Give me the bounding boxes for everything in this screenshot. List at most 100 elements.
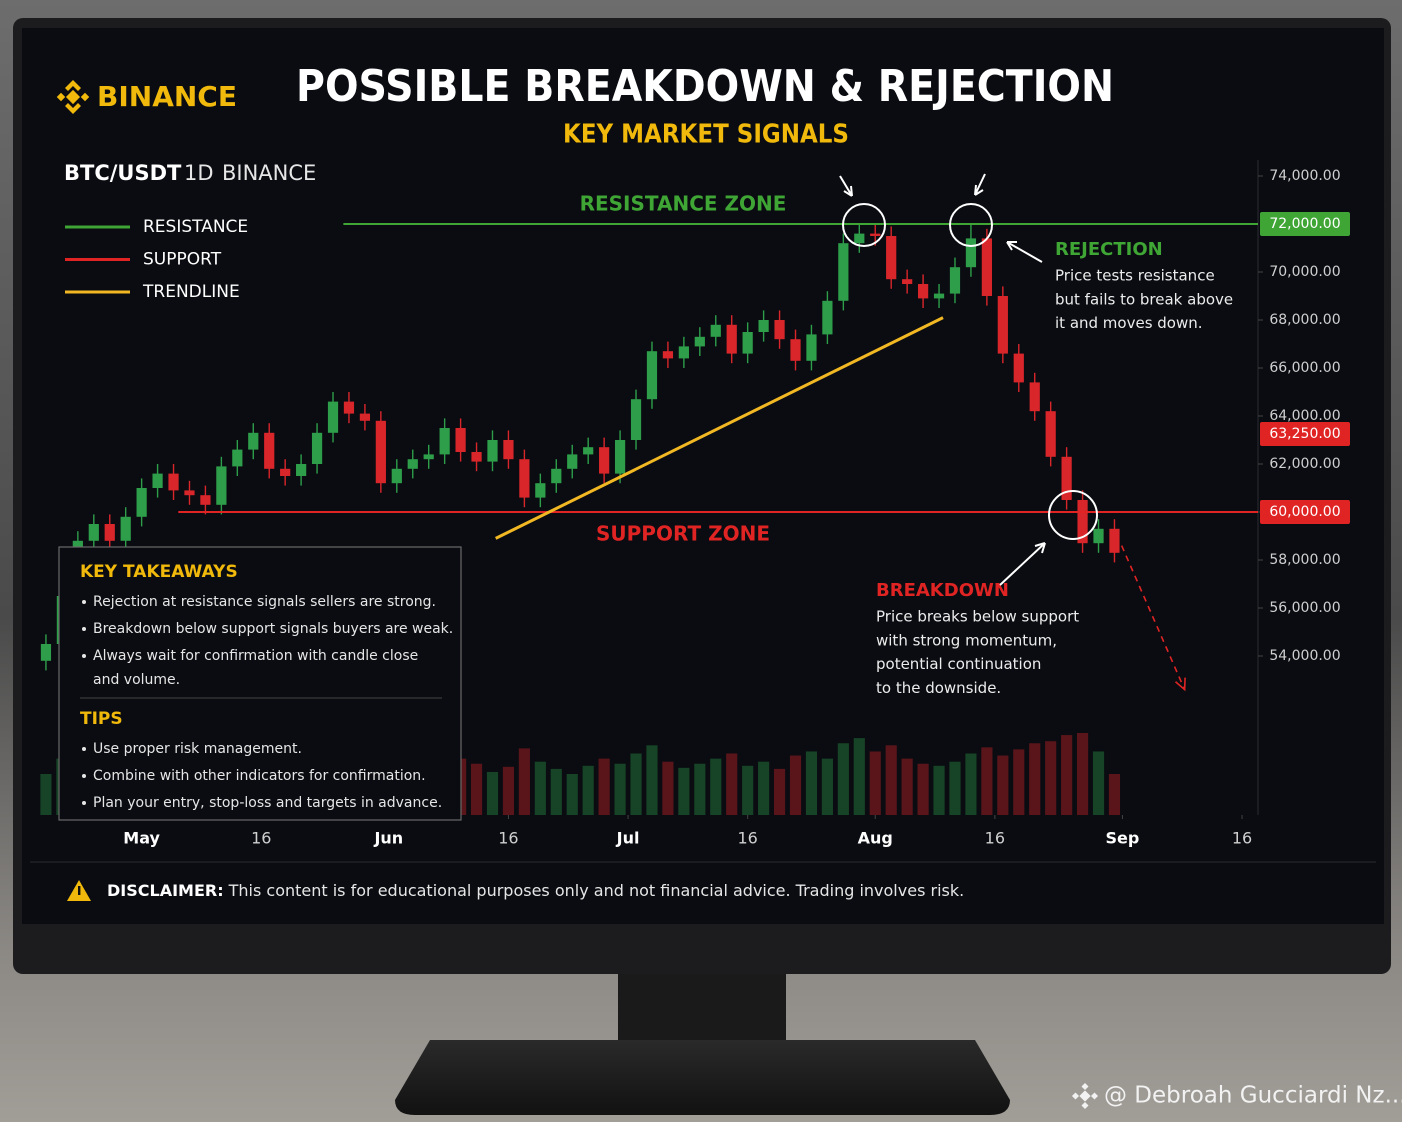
volume-bar [853,738,865,815]
disclaimer-bar: DISCLAIMER: This content is for education… [67,880,964,901]
candle-body [391,468,402,484]
volume-bar [933,765,945,815]
legend-label: RESISTANCE [143,217,248,237]
annotation-text: potential continuation [876,655,1041,673]
zone-label: RESISTANCE ZONE [580,192,787,216]
volume-bar [821,758,833,815]
rejection-circle [842,203,886,247]
y-tick-label: 66,000.00 [1269,360,1340,376]
x-tick-label: 16 [251,829,271,848]
volume-bar [614,763,626,815]
volume-bar [550,768,562,815]
volume-bar [646,745,658,815]
volume-bar [965,753,977,815]
brand-name: BINANCE [97,80,237,113]
candle-body [200,495,211,505]
y-tick-label: 56,000.00 [1269,600,1340,616]
volume-bar [518,748,530,815]
price-tag [1260,422,1350,446]
candle-body [264,432,275,469]
legend-label: TRENDLINE [142,282,240,302]
exchange: BINANCE [222,161,316,185]
candle-body [630,399,642,440]
candle-body [758,320,769,332]
panel-item: Combine with other indicators for confir… [93,768,426,784]
disclaimer-label: DISCLAIMER: [107,881,224,900]
volume-bar [1029,743,1041,815]
candle-body [854,233,865,244]
volume-bar [805,751,818,815]
candle-body [104,524,115,541]
volume-bar [710,758,722,815]
candle-body [646,351,658,400]
candle-body [1045,411,1056,457]
volume-bar [582,765,594,815]
arrow [974,173,986,196]
panel-item: Always wait for confirmation with candle… [93,648,418,664]
candle-body [933,293,945,299]
disclaimer: DISCLAIMER: This content is for education… [107,881,964,900]
panel-item: Rejection at resistance signals sellers … [93,594,436,610]
annotation-markers [839,173,1098,586]
candle-body [694,336,705,347]
candle-body [567,454,578,469]
volume-bar [1108,774,1121,815]
candle-body [343,401,355,414]
candle-body [296,464,307,476]
volume-bar [502,766,515,815]
annotation-text: Price tests resistance [1055,267,1215,285]
y-tick-label: 54,000.00 [1269,648,1340,664]
candle-body [614,440,626,474]
volume-bar [630,753,642,815]
arrow [1006,241,1043,263]
annotation-text: to the downside. [876,679,1001,697]
volume-bar [917,763,929,815]
candle-body [774,320,785,340]
y-tick-label: 62,000.00 [1269,456,1340,472]
candle-body [583,447,594,455]
candle-body [726,324,737,354]
legend-label: SUPPORT [143,250,222,270]
price-tag [1260,212,1350,236]
candle-body [949,267,961,294]
candle-body [710,324,721,337]
volume-bar [997,755,1009,815]
zone-label: SUPPORT ZONE [596,522,770,546]
volume-bar [901,758,913,815]
candle-body [1061,456,1072,500]
candle-body [503,440,514,460]
bullet [82,801,86,805]
x-tick-label: 16 [1232,829,1252,848]
annotation-title: REJECTION [1055,239,1163,260]
volume-bar [885,745,897,815]
y-tick-label: 68,000.00 [1269,312,1340,328]
candle-body [487,440,498,462]
volume-bar [1045,741,1057,815]
y-tick-label: 74,000.00 [1269,168,1340,184]
bullet [82,654,86,658]
candle-body [280,468,291,476]
candle-body [678,346,689,359]
x-tick-label: Jun [373,829,403,848]
watermark-text: @ Debroah Gucciardi Nz... [1104,1083,1402,1109]
candle-body [471,452,482,462]
y-tick-label: 70,000.00 [1269,264,1340,280]
annotation-text: with strong momentum, [876,631,1057,649]
panel-item: Plan your entry, stop-loss and targets i… [93,795,442,811]
arrow [839,175,853,197]
volume-bar [837,743,849,815]
takeaways-box [58,546,462,821]
chart-title: POSSIBLE BREAKDOWN & REJECTION [296,61,1114,112]
candle-body [806,334,817,361]
candle-body [1029,382,1040,412]
candle-body [184,490,195,496]
x-tick-label: 16 [737,829,757,848]
panel-title: KEY TAKEAWAYS [80,562,238,582]
volume-bar [470,763,483,815]
candle-body [439,428,450,455]
candle-body [790,339,801,361]
price-tag-label: 60,000.00 [1269,504,1340,520]
annotation-text: it and moves down. [1055,314,1203,332]
candle-body [519,459,530,498]
candle-body [136,488,147,517]
